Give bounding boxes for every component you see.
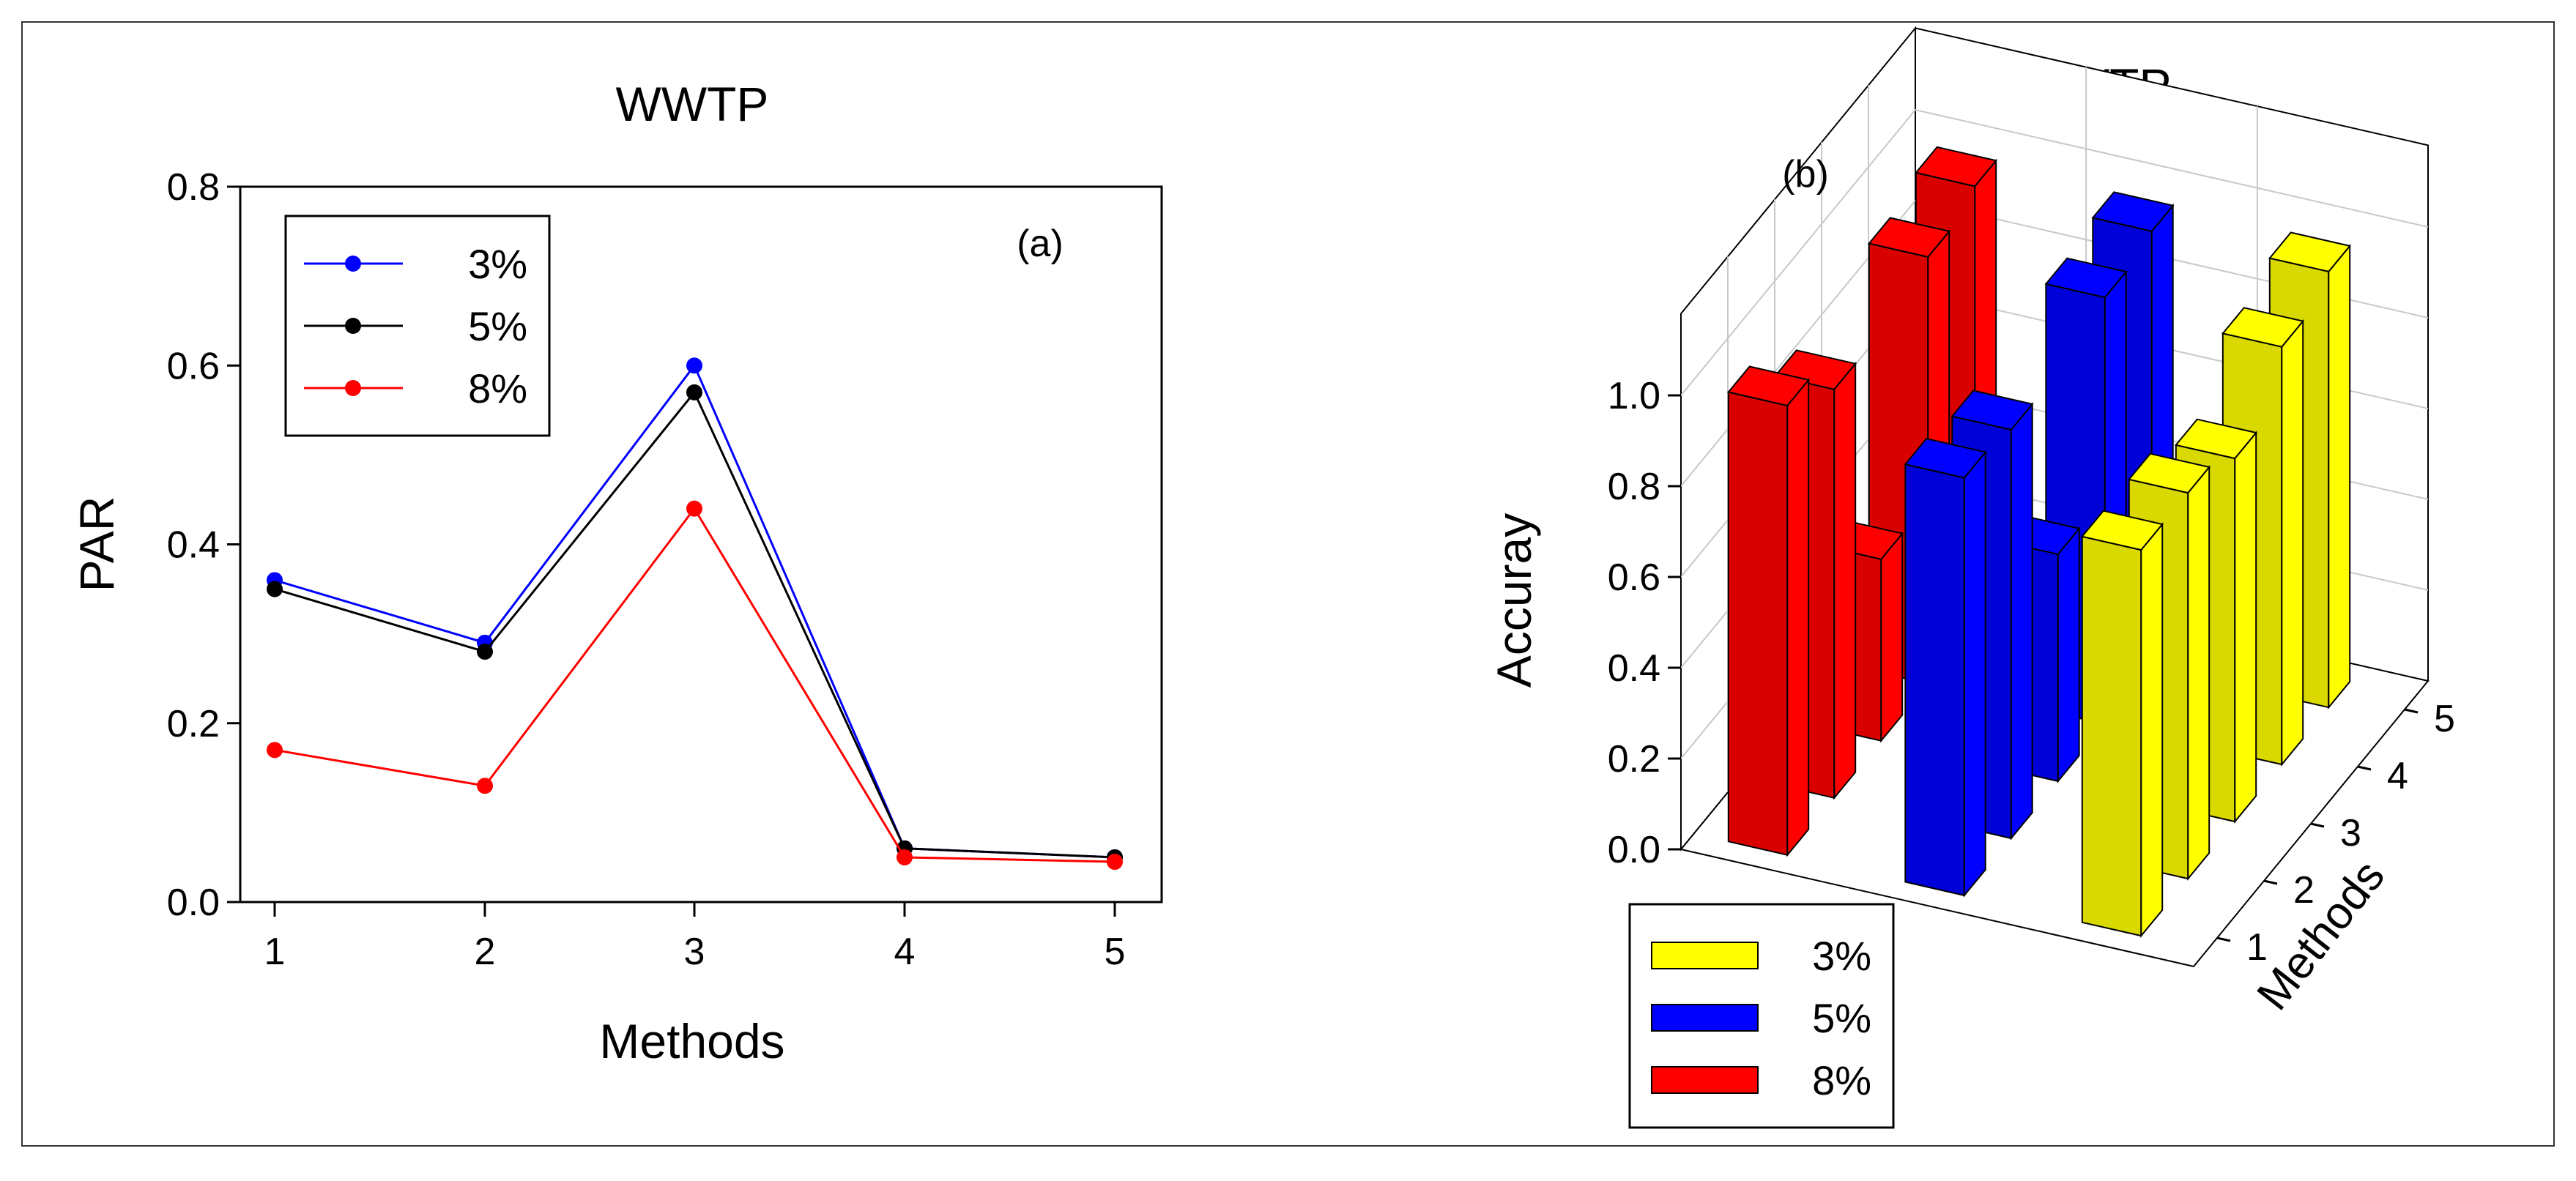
bar-side-face: [2187, 465, 2211, 881]
panel-label-b: (b): [1782, 153, 1829, 195]
bar-top-face: [2044, 257, 2128, 299]
y-tick-label: 0.4: [167, 524, 220, 567]
depth-tick-label: 1: [2246, 926, 2268, 969]
bar-front-face: [2081, 535, 2142, 937]
legend-b: 3% 5% 8%: [1628, 903, 1895, 1129]
z-tick-label: 0.0: [1608, 829, 1660, 871]
depth-tick-mark: [2404, 708, 2419, 714]
x-axis-a: 1 2 3 4 5: [264, 902, 1126, 973]
bar-side-face: [2281, 318, 2304, 767]
x-axis-label-a: Methods: [599, 1014, 784, 1068]
x-tick-label: 3: [684, 931, 705, 973]
data-point: [897, 849, 913, 865]
y-tick-label: 0.8: [167, 166, 220, 209]
z-tick-label: 0.4: [1608, 647, 1660, 690]
bar-side-face: [2328, 244, 2351, 709]
legend-swatch: [1651, 942, 1759, 969]
data-point: [477, 644, 493, 660]
bar-side-face: [2057, 526, 2080, 783]
depth-tick-mark: [2357, 765, 2372, 771]
z-tick-label: 0.8: [1608, 466, 1660, 508]
y-tick-label: 0.0: [167, 882, 220, 924]
legend-marker: [345, 256, 361, 272]
bar-side-face: [1880, 531, 1904, 743]
depth-tick-label: 2: [2293, 869, 2315, 912]
x-tick-label: 5: [1105, 931, 1126, 973]
series-line: [274, 506, 1116, 863]
x-tick-label: 4: [894, 931, 916, 973]
legend-swatch: [1651, 1004, 1759, 1032]
z-tick-label: 0.2: [1608, 738, 1660, 780]
legend-swatch: [1651, 1066, 1759, 1094]
data-point: [267, 581, 283, 597]
bar-side-face: [1833, 361, 1857, 800]
data-point: [267, 742, 283, 759]
bar-top-face: [1904, 437, 1987, 479]
y-axis-label-a: PAR: [70, 496, 124, 592]
legend-marker: [345, 380, 361, 396]
y-axis-a: 0.0 0.2 0.4 0.6 0.8: [167, 166, 240, 924]
bar-top-face: [2221, 307, 2305, 348]
legend-label: 5%: [1812, 995, 1871, 1041]
series-group-a: [267, 357, 1123, 871]
bar-top-face: [2091, 191, 2175, 232]
data-point: [1107, 854, 1123, 871]
depth-tick-label: 3: [2340, 812, 2361, 854]
legend-a: 3% 5% 8%: [284, 215, 551, 437]
legend-label: 5%: [468, 303, 527, 349]
bar-side-face: [2140, 522, 2164, 938]
legend-label: 8%: [1812, 1057, 1871, 1103]
data-point: [686, 500, 702, 517]
bar-front-face: [1904, 463, 1965, 897]
bar-front-face: [1727, 391, 1789, 857]
bar-side-face: [2234, 431, 2257, 824]
depth-tick-mark: [2216, 936, 2231, 942]
bar-top-face: [1950, 390, 2034, 431]
panel-label-a: (a): [1017, 223, 1064, 265]
depth-tick-mark: [2263, 879, 2278, 885]
bar-top-face: [1726, 365, 1811, 407]
data-point: [686, 384, 702, 401]
y-axis-label-b: Accuray: [1487, 513, 1541, 688]
depth-axis-label-b: Methods: [2247, 851, 2394, 1019]
bar-top-face: [2174, 418, 2258, 460]
line-chart: WWTP 0.0 0.2 0.4 0.6 0.8 1 2 3 4 5 PAR Methods (…: [70, 77, 1163, 1068]
data-point: [477, 778, 493, 794]
y-tick-label: 0.6: [167, 345, 220, 387]
depth-tick-label: 5: [2434, 698, 2455, 740]
data-point: [686, 357, 702, 374]
bars-b: [1726, 146, 2352, 938]
chart-a-title: WWTP: [616, 77, 769, 131]
bar-side-face: [1963, 450, 1986, 898]
bar-3d: [1726, 365, 1811, 857]
bar-side-face: [2010, 402, 2033, 841]
legend-label: 3%: [1812, 933, 1871, 979]
z-tick-label: 0.6: [1608, 556, 1660, 599]
bar-3d: [1904, 437, 1987, 898]
series-line: [274, 363, 1116, 859]
x-tick-label: 1: [264, 931, 286, 973]
legend-label: 8%: [468, 365, 527, 411]
depth-tick-mark: [2310, 822, 2325, 828]
bar-3d: [2080, 510, 2164, 938]
legend-marker: [345, 318, 361, 334]
z-axis-b: 0.0 0.2 0.4 0.6 0.8 1.0: [1608, 375, 1681, 871]
bar-top-face: [1867, 217, 1951, 258]
z-tick-label: 1.0: [1608, 375, 1660, 417]
bar-side-face: [1786, 378, 1810, 857]
bar-top-face: [2127, 452, 2211, 494]
legend-label: 3%: [468, 241, 527, 287]
depth-tick-label: 4: [2387, 755, 2408, 797]
series-line: [274, 390, 1116, 859]
bar-top-face: [1914, 146, 1998, 187]
figure-border: [21, 21, 2555, 1147]
bar-top-face: [2268, 231, 2352, 273]
x-tick-label: 2: [475, 931, 496, 973]
y-tick-label: 0.2: [167, 703, 220, 745]
bar-top-face: [2080, 510, 2164, 551]
